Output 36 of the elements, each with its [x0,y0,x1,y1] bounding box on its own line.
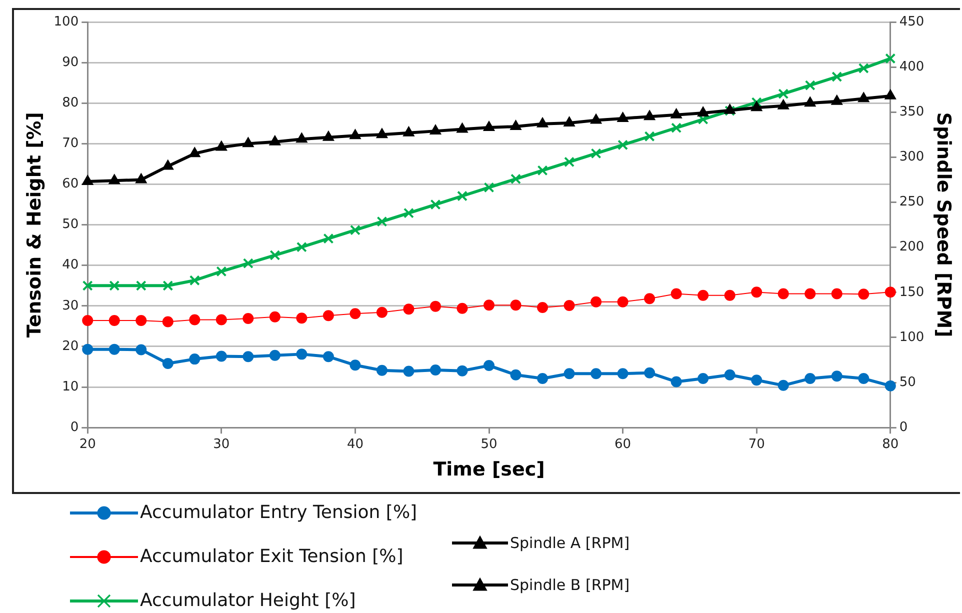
y2-tick-label: 100 [899,330,924,345]
y2-tick-label: 0 [899,420,908,435]
legend-label: Spindle A [RPM] [510,534,630,552]
y2-tick-label: 450 [899,14,924,30]
x-tick-label: 40 [346,436,364,452]
y-tick-label: 90 [62,54,79,70]
y-tick-label: 80 [62,95,79,110]
y-tick-label: 60 [62,176,79,192]
x-tick-label: 60 [614,436,632,452]
legend-label: Accumulator Entry Tension [%] [140,502,418,523]
y2-tick-label: 150 [899,284,924,300]
legend-label: Spindle B [RPM] [510,576,630,594]
legend-label: Accumulator Exit Tension [%] [140,546,404,567]
x-tick-label: 50 [480,436,498,452]
y2-axis-title: Spindle Speed [RPM] [932,112,955,338]
y-tick-label: 0 [70,420,79,435]
y2-tick-label: 50 [899,374,916,390]
y2-tick-label: 200 [899,240,924,255]
y2-tick-label: 400 [899,59,924,74]
y-tick-label: 100 [54,14,79,30]
y-axis-title: Tensoin & Height [%] [23,112,46,338]
x-tick-label: 80 [882,436,899,452]
y2-tick-label: 350 [899,104,924,120]
y-tick-label: 10 [62,379,79,394]
y2-tick-label: 250 [899,194,924,210]
y2-tick-label: 300 [899,150,924,165]
x-axis-title: Time [sec] [433,458,545,481]
y-tick-label: 20 [62,338,79,354]
x-tick-label: 20 [79,436,96,452]
y-tick-label: 50 [62,217,79,232]
legend-label: Accumulator Height [%] [140,590,356,611]
x-tick-label: 30 [213,436,230,452]
y-tick-label: 30 [62,298,79,314]
y-tick-label: 70 [62,136,79,152]
y-tick-label: 40 [62,258,79,273]
x-tick-label: 70 [748,436,765,452]
